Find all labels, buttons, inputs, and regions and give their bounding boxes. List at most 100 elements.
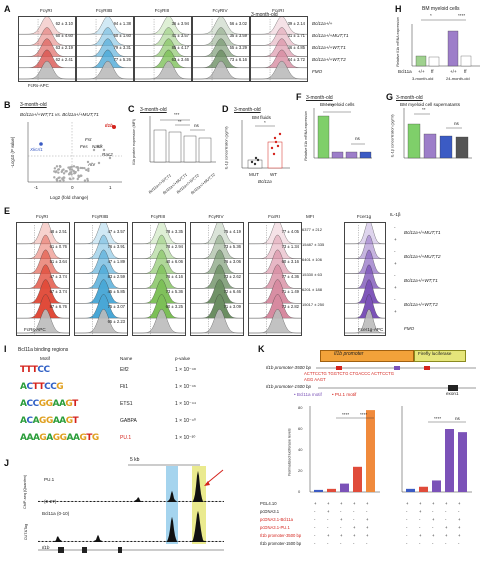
- histogram-curve: [193, 17, 249, 35]
- panel-e-stat: 78 ± 2.94: [165, 244, 183, 249]
- panel-e-title: FcεRI: [268, 214, 280, 219]
- panel-k-promoter-1500: Il1b promoter-1500 bp: [266, 384, 312, 389]
- panel-e-row-label: Bcl11a+/+WT;T1: [404, 278, 438, 283]
- panel-c-ylabel: Il1b protein expression (MFI): [131, 119, 136, 165]
- histogram-curve: [75, 279, 127, 304]
- panel-a-stat: 35 ± 3.59: [229, 33, 247, 38]
- panel-a-stat: 36 ± 3.94: [171, 21, 189, 26]
- panel-k-sign: -: [327, 541, 329, 546]
- panel-k-row-label: Il1b promoter-1500 bp: [260, 541, 302, 546]
- panel-k-sig2-b: ns: [455, 416, 460, 421]
- panel-k-sig1-a: ****: [342, 412, 350, 417]
- panel-a-stat: 62 ± 3.10: [55, 21, 73, 26]
- panel-d-age: 3-month-old: [234, 107, 261, 113]
- panel-a-stat: 55 ± 3.29: [229, 45, 247, 50]
- histogram-curve: [17, 223, 69, 245]
- panel-k-ytick: 80: [298, 405, 303, 410]
- panel-k-legend-bcl: • Bcl11a motif: [294, 392, 322, 397]
- volcano-point: [58, 164, 62, 168]
- motif-pvalue: 1 × 10⁻⁴⁰: [175, 418, 196, 424]
- panel-e-stat: 76 ± 3.91: [107, 244, 125, 249]
- highlight-yellow: [192, 466, 206, 544]
- panel-e-stat: 75 ± 3.07: [107, 304, 125, 309]
- panel-d-group-2: WT: [270, 172, 278, 177]
- histogram-curve: [75, 249, 127, 274]
- panel-h-xlabel-1: +/+: [418, 69, 425, 74]
- volcano-point: [102, 148, 106, 152]
- data-point: [278, 132, 282, 136]
- motif-logo: TTTCC: [20, 365, 50, 375]
- panel-k-sign: +: [366, 517, 369, 522]
- bar-d-wt: [267, 141, 283, 169]
- panel-j-track1-scale: (0-27): [44, 499, 57, 504]
- histogram-curve: [133, 223, 185, 245]
- panel-b-age: 3-month-old: [20, 102, 47, 108]
- panel-b-fst: Fst: [85, 137, 92, 142]
- histogram-curve: [77, 38, 133, 57]
- panel-k-sign: -: [445, 541, 447, 546]
- data-point: [276, 144, 280, 148]
- volcano-point: [83, 166, 86, 170]
- panel-j-scale: 5 kb: [130, 457, 140, 463]
- panel-k-sign: -: [445, 517, 447, 522]
- motif-name: GABPA: [120, 418, 137, 424]
- histogram-curve: [193, 38, 249, 57]
- panel-a-stat: 79 ± 3.31: [113, 45, 131, 50]
- panel-b-xlabel: Log2 (fold change): [50, 195, 89, 200]
- panel-a-stat: 63 ± 2.19: [55, 45, 73, 50]
- panel-e-stat: 73 ± 2.62: [223, 274, 241, 279]
- histogram-curve: [191, 249, 243, 274]
- histogram-curve: [75, 223, 127, 245]
- panel-e-il-sign: +: [394, 285, 397, 290]
- panel-e-xlabel-right: Fcer1g-APC: [358, 327, 384, 332]
- panel-a-row-label: Bcl11a+/+WT;T2: [312, 57, 346, 62]
- panel-g-chart: [403, 108, 472, 159]
- volcano-point: [92, 148, 96, 152]
- luciferase-bar: [327, 488, 336, 492]
- panel-k-sign: -: [419, 517, 421, 522]
- panel-k-promoter-label: Il1b promoter-3500 bp: [266, 365, 312, 370]
- panel-a-stat: 77 ± 5.26: [113, 57, 131, 62]
- histogram-curve: [251, 17, 307, 35]
- histogram-curve: [17, 249, 69, 274]
- histogram-curve: [133, 264, 185, 289]
- panel-k-sign: -: [458, 541, 460, 546]
- motif-logo: ACCGGAAGT: [20, 399, 78, 409]
- promoter-box-text: Il1b promoter: [334, 351, 364, 357]
- panel-k-sign: +: [458, 533, 461, 538]
- volcano-point: [76, 167, 80, 170]
- histogram-curve: [345, 223, 385, 245]
- panel-e-stat: 65 ± 2.23: [107, 319, 125, 324]
- panel-k-sign: -: [432, 525, 434, 530]
- volcano-point: [108, 156, 112, 160]
- bar-g-2: [423, 133, 437, 159]
- panel-k-sign: +: [458, 517, 461, 522]
- bar-f-1: [317, 115, 330, 159]
- histogram-curve: [17, 279, 69, 304]
- panel-e-il-sign: -: [394, 297, 396, 302]
- luciferase-box-text: Firefly luciferase: [418, 351, 452, 356]
- panel-e-stat: 51 ± 3.64: [49, 259, 67, 264]
- panel-c-chart: [149, 116, 216, 163]
- panel-i-letter: I: [4, 344, 7, 354]
- panel-k-sign: -: [340, 525, 342, 530]
- histogram-curve: [75, 234, 127, 259]
- panel-b-xtick-1: 0: [71, 185, 74, 190]
- panel-g-age: 3-month-old: [396, 95, 423, 101]
- panel-k-sign: -: [314, 517, 316, 522]
- histogram-curve: [249, 264, 301, 289]
- panel-a-letter: A: [4, 4, 11, 14]
- histogram-curve: [135, 60, 191, 80]
- volcano-point: [64, 170, 67, 173]
- volcano-point: [75, 166, 78, 169]
- red-arrow: [205, 469, 224, 485]
- panel-k-sign: +: [366, 533, 369, 538]
- histogram-curve: [133, 294, 185, 319]
- bar-g-3: [439, 135, 453, 159]
- panel-e-fcer1g-title: Fcer1g: [356, 214, 372, 219]
- histogram-box: 36 ± 3.94 41 ± 3.57 85 ± 4.17 63 ± 3.46: [134, 16, 192, 82]
- histogram-curve: [191, 294, 243, 319]
- panel-k-sign: +: [432, 501, 435, 506]
- luciferase-bar: [340, 483, 349, 492]
- histogram-curve: [17, 309, 69, 334]
